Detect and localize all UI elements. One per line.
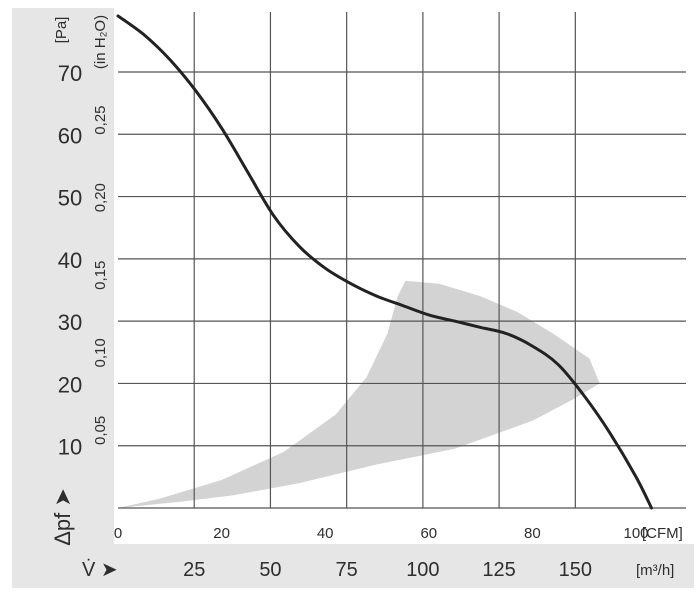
x-alt-tick-label: 125 [482,559,515,581]
x-tick-label: 80 [524,525,541,542]
x-alt-tick-label: 75 [336,559,358,581]
y-alt-tick-label: 0,20 [92,183,109,212]
y-alt-tick-label: 0,15 [92,261,109,290]
y-tick-label: 20 [58,372,82,397]
y-unit-label: [Pa] [53,17,70,44]
y-alt-tick-label: 0,10 [92,338,109,367]
y-tick-label: 50 [58,186,82,211]
x-tick-label: 100 [623,525,648,542]
y-alt-tick-label: 0,25 [92,105,109,134]
x-alt-tick-label: 150 [559,559,592,581]
x-alt-tick-label: 50 [259,559,281,581]
x-unit-label: [CFM] [642,525,683,542]
bottom-axis-band [12,544,694,588]
x-tick-label: 20 [213,525,230,542]
x-tick-label: 40 [317,525,334,542]
y-tick-label: 60 [58,123,82,148]
y-tick-label: 10 [58,435,82,460]
y-tick-label: 70 [58,61,82,86]
y-alt-tick-label: 0,05 [92,416,109,445]
y-tick-label: 30 [58,310,82,335]
y-symbol-label: Δpf ➤ [50,488,75,546]
x-alt-tick-label: 100 [406,559,439,581]
plot-area [114,8,694,544]
x-symbol-label: V̇ ➤ [82,559,118,581]
x-alt-tick-label: 25 [183,559,205,581]
y-alt-unit-label: (in H₂O) [92,15,109,69]
y-tick-label: 40 [58,248,82,273]
left-axis-band [12,8,114,544]
x-tick-label: 0 [114,525,122,542]
pressure-curve [116,14,653,510]
x-alt-unit-label: [m³/h] [636,562,674,579]
x-tick-label: 60 [420,525,437,542]
operating-region [118,280,600,508]
